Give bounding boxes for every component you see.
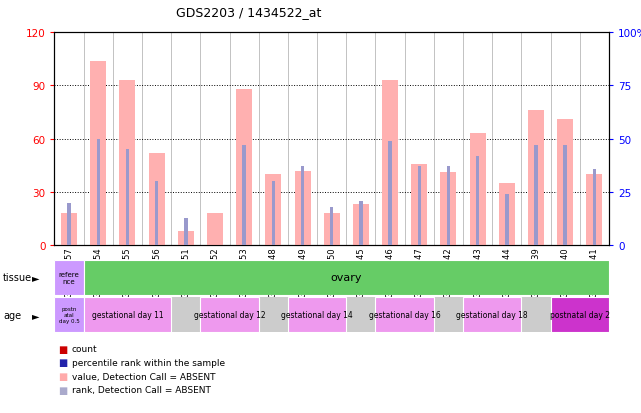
Text: gestational day 18: gestational day 18 [456,311,528,319]
Bar [330,207,333,246]
Bar [288,297,346,332]
Text: ■: ■ [58,358,67,368]
Bar [149,154,165,246]
Text: gestational day 14: gestational day 14 [281,311,353,319]
Bar [505,195,508,246]
Text: ■: ■ [58,371,67,381]
Text: ►: ► [31,273,39,283]
Text: count: count [72,344,97,354]
Bar [67,203,71,246]
Bar [563,146,567,246]
Text: gestational day 11: gestational day 11 [92,311,163,319]
Bar [61,214,77,246]
Text: value, Detection Call = ABSENT: value, Detection Call = ABSENT [72,372,215,381]
Bar [301,167,304,246]
Text: postnatal day 2: postnatal day 2 [550,311,610,319]
Text: age: age [3,310,21,320]
Bar [207,214,223,246]
Text: rank, Detection Call = ABSENT: rank, Detection Call = ABSENT [72,385,211,394]
Bar [324,214,340,246]
Bar [551,297,609,332]
Text: ■: ■ [58,344,67,354]
Bar [54,297,84,332]
Bar [388,142,392,246]
Text: gestational day 16: gestational day 16 [369,311,440,319]
Bar [54,260,84,295]
Bar [463,297,521,332]
Bar [97,140,100,246]
Bar [440,173,456,246]
Text: ovary: ovary [331,273,362,283]
Bar [236,90,252,246]
Bar [382,81,398,246]
Bar [155,182,158,246]
Bar [201,297,259,332]
Bar [417,167,421,246]
Bar [534,146,538,246]
Bar [90,62,106,246]
Bar [84,297,171,332]
Bar [476,157,479,246]
Text: ■: ■ [58,385,67,395]
Bar [294,171,310,246]
Bar [593,169,596,246]
Bar [126,150,129,246]
Text: gestational day 12: gestational day 12 [194,311,265,319]
Bar [119,81,135,246]
Bar [242,146,246,246]
Bar [359,201,363,246]
Bar [528,111,544,246]
Text: ►: ► [31,310,39,320]
Text: percentile rank within the sample: percentile rank within the sample [72,358,225,367]
Text: postn
atal
day 0.5: postn atal day 0.5 [59,306,79,323]
Bar [587,175,603,246]
Bar [272,182,275,246]
Bar [376,297,434,332]
Bar [412,164,428,246]
Bar [265,175,281,246]
Text: GDS2203 / 1434522_at: GDS2203 / 1434522_at [176,6,321,19]
Text: refere
nce: refere nce [59,271,79,284]
Bar [557,120,573,246]
Bar [447,167,450,246]
Bar [184,218,188,246]
Bar [178,232,194,246]
Text: tissue: tissue [3,273,32,283]
Bar [499,184,515,246]
Bar [353,205,369,246]
Bar [470,134,486,246]
